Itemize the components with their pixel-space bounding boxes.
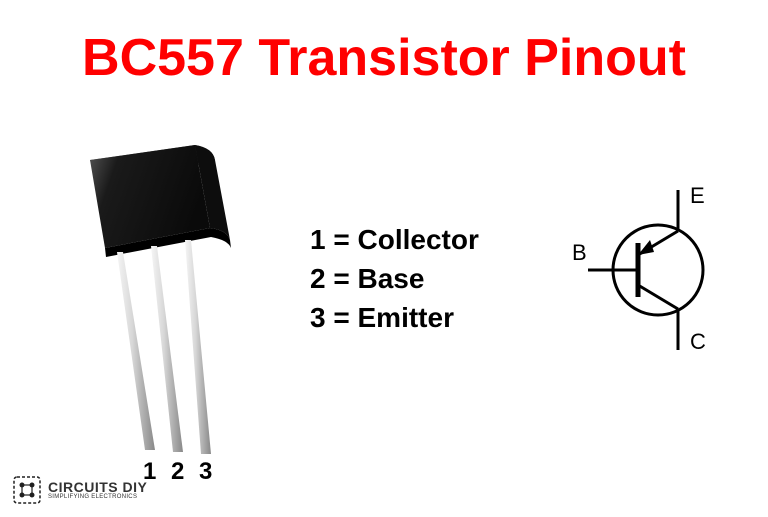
legend-name-2: Base [358,263,425,294]
pin-number-2: 2 [171,458,184,486]
schematic-label-b: B [572,240,587,266]
site-logo: CIRCUITS DIY SIMPLIFYING ELECTRONICS [12,475,147,505]
schematic-symbol: E B C [578,185,728,355]
legend-name-3: Emitter [358,302,454,333]
logo-main: CIRCUITS DIY [48,480,147,494]
legend-row-2: 2 = Base [310,259,479,298]
legend-num-1: 1 [310,224,326,255]
legend-num-2: 2 [310,263,326,294]
legend-row-3: 3 = Emitter [310,298,479,337]
lead-3 [185,240,211,454]
lead-1 [117,252,155,450]
pin-number-3: 3 [199,458,212,486]
schematic-label-e: E [690,183,705,209]
legend-row-1: 1 = Collector [310,220,479,259]
schematic-label-c: C [690,329,706,355]
logo-icon [12,475,42,505]
lead-2 [151,246,183,452]
transistor-package: 1 2 3 [45,130,305,480]
logo-sub: SIMPLIFYING ELECTRONICS [48,494,147,500]
legend-name-1: Collector [358,224,479,255]
logo-text: CIRCUITS DIY SIMPLIFYING ELECTRONICS [48,480,147,500]
page-title: BC557 Transistor Pinout [0,28,768,88]
pin-legend: 1 = Collector 2 = Base 3 = Emitter [310,220,479,338]
legend-num-3: 3 [310,302,326,333]
collector-line [638,285,678,309]
